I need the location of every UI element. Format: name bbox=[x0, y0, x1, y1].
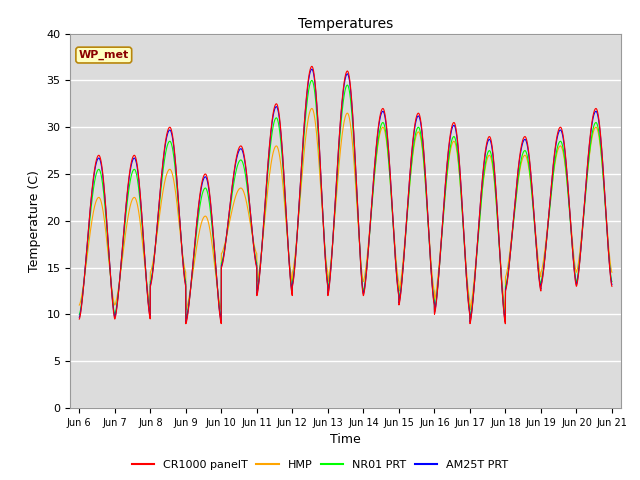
Title: Temperatures: Temperatures bbox=[298, 17, 393, 31]
X-axis label: Time: Time bbox=[330, 433, 361, 446]
Text: WP_met: WP_met bbox=[79, 50, 129, 60]
Legend: CR1000 panelT, HMP, NR01 PRT, AM25T PRT: CR1000 panelT, HMP, NR01 PRT, AM25T PRT bbox=[127, 456, 513, 474]
Y-axis label: Temperature (C): Temperature (C) bbox=[28, 170, 41, 272]
